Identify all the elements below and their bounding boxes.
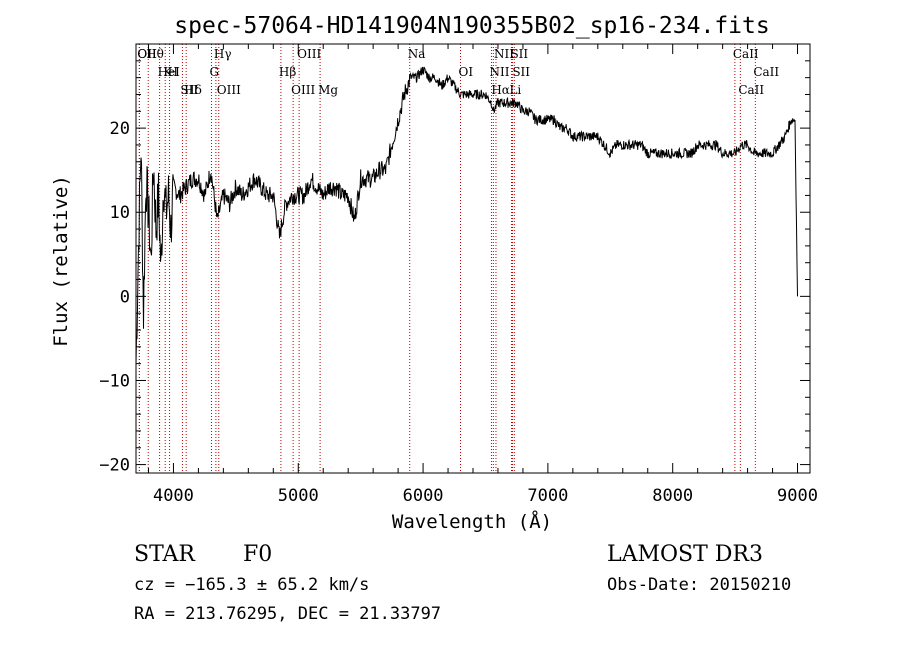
plot-frame: [135, 43, 811, 474]
line-label: OIII: [217, 83, 241, 97]
y-tick-label: 0: [120, 287, 130, 307]
line-label: Hδ: [184, 83, 202, 97]
y-tick-label: −10: [99, 371, 130, 391]
x-tick-label: 8000: [652, 486, 693, 506]
y-axis-ticks: −20 −10 0 10 20: [99, 60, 810, 476]
survey-name: LAMOST DR3: [607, 542, 763, 567]
line-label: SII: [512, 65, 530, 79]
line-label: SII: [180, 83, 198, 97]
redshift-text: cz = −165.3 ± 65.2 km/s: [134, 575, 369, 595]
chart-title: spec-57064-HD141904N190355B02_sp16-234.f…: [174, 13, 769, 39]
line-label: Hα: [491, 83, 510, 97]
spectral-line-markers: [138, 44, 756, 473]
y-tick-label: −20: [99, 456, 130, 476]
x-tick-label: 5000: [278, 486, 319, 506]
y-tick-label: 10: [110, 203, 130, 223]
line-label: OIII: [291, 83, 315, 97]
line-label: CaII: [753, 65, 779, 79]
line-label: CaII: [738, 83, 764, 97]
line-label: Li: [509, 83, 521, 97]
line-label: HeI: [158, 65, 181, 79]
x-tick-label: 7000: [527, 486, 568, 506]
line-label: G: [210, 65, 220, 79]
line-label: OI: [459, 65, 474, 79]
line-label: SII: [510, 47, 528, 61]
x-tick-label: 4000: [153, 486, 194, 506]
y-axis-label: Flux (relative): [50, 175, 72, 347]
line-label: NII: [489, 65, 509, 79]
line-label: Na: [408, 47, 426, 61]
x-axis-label: Wavelength (Å): [392, 510, 552, 533]
x-tick-label: 9000: [777, 486, 818, 506]
spectral-subclass: F0: [243, 542, 272, 567]
coordinates: RA = 213.76295, DEC = 21.33797: [134, 604, 441, 624]
line-label: CaII: [733, 47, 759, 61]
line-label: Mg: [318, 83, 338, 97]
line-label: OII: [137, 47, 157, 61]
line-label: H: [168, 65, 178, 79]
x-tick-label: 6000: [403, 486, 444, 506]
line-label: Hθ: [146, 47, 164, 61]
line-label: Hβ: [279, 65, 296, 79]
x-axis-ticks: 4000 5000 6000 7000 8000 9000: [147, 44, 818, 506]
spectral-line-labels: HθKHδOIIHeISIIOIIHOIIIHγGOIIIOIIIHβMgNaO…: [137, 47, 779, 97]
y-tick-label: 20: [110, 119, 130, 139]
line-label: OII: [137, 47, 157, 61]
line-label: Hγ: [214, 47, 232, 61]
line-label: NII: [494, 47, 514, 61]
obs-date: Obs-Date: 20150210: [607, 575, 791, 595]
spectral-class: STAR: [134, 542, 196, 567]
spectrum-line: [135, 66, 798, 365]
line-label: K: [163, 65, 173, 79]
line-label: OIII: [297, 47, 321, 61]
